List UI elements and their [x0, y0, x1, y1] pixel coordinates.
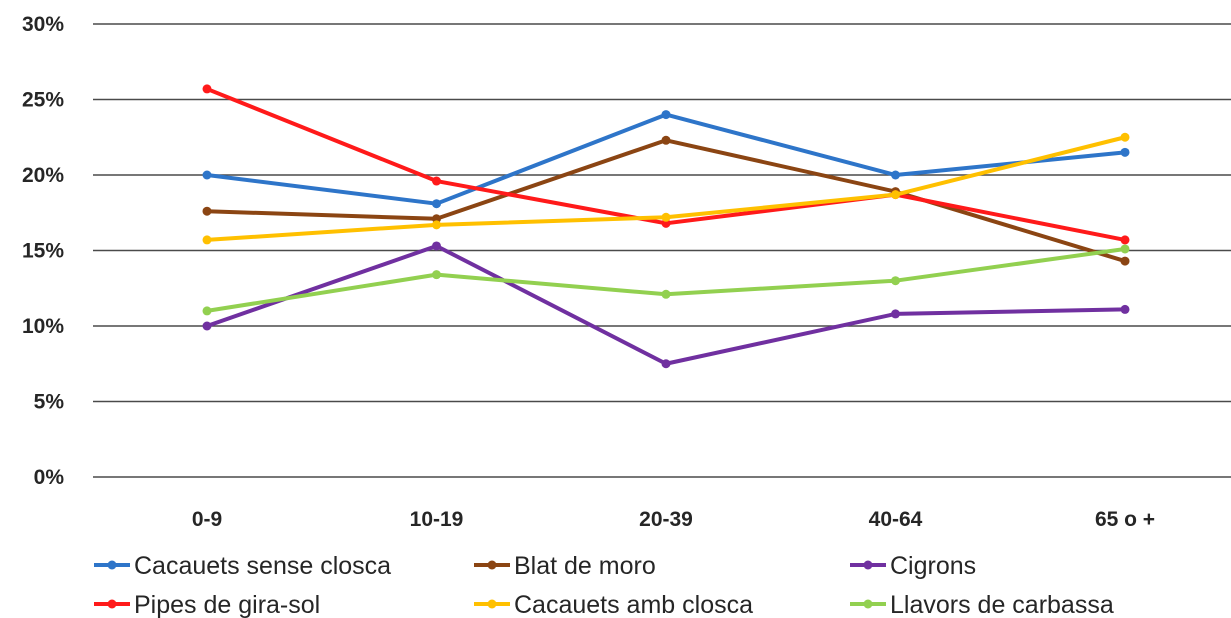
- data-point: [1120, 235, 1130, 245]
- legend-item: Blat de moro: [474, 552, 656, 580]
- data-point: [661, 289, 671, 299]
- legend-label: Llavors de carbassa: [890, 591, 1114, 618]
- data-point: [202, 84, 212, 94]
- data-point: [661, 135, 671, 145]
- series-group: [202, 110, 1130, 209]
- data-point: [661, 212, 671, 222]
- data-point: [432, 199, 441, 209]
- series-line: [205, 243, 1127, 366]
- data-point: [432, 270, 441, 280]
- x-tick-label: 0-9: [192, 508, 222, 531]
- legend-label: Blat de moro: [514, 552, 656, 580]
- series-line: [205, 112, 1127, 206]
- legend-swatch-marker: [107, 560, 117, 570]
- x-axis-tick-labels: 0-9 10-19 20-39 40-64 65 o +: [192, 508, 1155, 531]
- y-tick-label: 10%: [22, 315, 64, 338]
- data-point: [1120, 304, 1130, 314]
- legend-label: Cacauets amb closca: [514, 591, 753, 618]
- series-group: [202, 135, 1130, 266]
- data-point: [661, 359, 671, 369]
- y-tick-label: 20%: [22, 164, 64, 187]
- legend-item: Pipes de gira-sol: [94, 591, 320, 618]
- legend-swatch-marker: [487, 599, 497, 609]
- y-tick-label: 15%: [22, 240, 64, 263]
- data-point: [202, 235, 212, 245]
- data-point: [202, 321, 212, 331]
- series-group: [202, 132, 1130, 245]
- data-point: [891, 170, 900, 180]
- x-tick-label: 20-39: [639, 508, 693, 531]
- series-group: [202, 244, 1130, 316]
- legend-swatch-marker: [107, 599, 117, 609]
- legend-label: Cigrons: [890, 552, 976, 580]
- data-point: [202, 206, 212, 216]
- data-point: [661, 110, 671, 120]
- x-tick-label: 40-64: [869, 508, 923, 531]
- data-point: [432, 220, 441, 230]
- legend-label: Pipes de gira-sol: [134, 591, 320, 618]
- x-tick-label: 65 o +: [1095, 508, 1155, 531]
- x-tick-label: 10-19: [410, 508, 464, 531]
- data-point: [432, 241, 441, 251]
- data-point: [891, 276, 900, 286]
- data-point: [891, 309, 900, 319]
- y-tick-label: 30%: [22, 13, 64, 36]
- data-point: [1120, 132, 1130, 142]
- legend-item: Cigrons: [850, 552, 976, 580]
- data-point: [432, 176, 441, 186]
- legend-label: Cacauets sense closca: [134, 552, 391, 580]
- series-lines: [202, 84, 1130, 369]
- data-point: [891, 190, 900, 200]
- legend-item: Cacauets amb closca: [474, 591, 753, 618]
- legend: Cacauets sense closca Blat de moro Cigrons…: [94, 552, 1114, 618]
- legend-swatch-marker: [863, 599, 873, 609]
- y-axis-tick-labels: 0% 5% 10% 15% 20% 25% 30%: [22, 13, 64, 489]
- data-point: [1120, 256, 1130, 266]
- y-tick-label: 5%: [34, 391, 65, 414]
- data-point: [202, 306, 212, 316]
- data-point: [1120, 244, 1130, 254]
- legend-swatch-marker: [863, 560, 873, 570]
- y-tick-label: 25%: [22, 89, 64, 112]
- grid-lines: [93, 23, 1231, 478]
- data-point: [1120, 147, 1130, 157]
- series-group: [202, 241, 1130, 369]
- legend-swatch-marker: [487, 560, 497, 570]
- legend-item: Cacauets sense closca: [94, 552, 391, 580]
- legend-item: Llavors de carbassa: [850, 591, 1114, 618]
- data-point: [202, 170, 212, 180]
- series-line: [205, 138, 1127, 264]
- y-tick-label: 0%: [34, 466, 65, 489]
